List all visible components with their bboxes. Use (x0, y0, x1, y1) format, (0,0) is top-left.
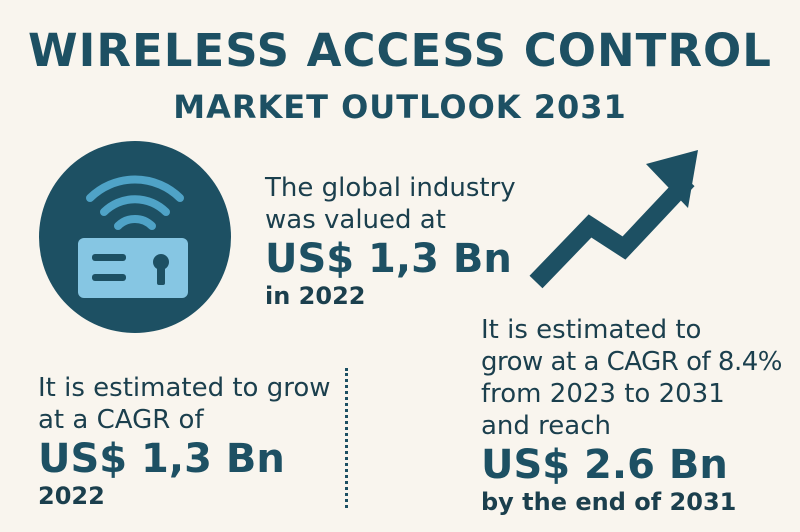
stat-growth-left-line1: It is estimated to grow (38, 373, 331, 403)
stat-valued-amount: US$ 1,3 Bn (265, 236, 512, 282)
stat-growth-right: It is estimated to grow at a CAGR of 8.4… (481, 314, 783, 516)
dotted-divider (345, 368, 348, 508)
upward-trend-arrow-icon (529, 150, 698, 289)
stat-growth-left: It is estimated to grow at a CAGR of US$… (38, 372, 331, 510)
wireless-card-icon (39, 141, 231, 333)
stat-growth-right-year: by the end of 2031 (481, 488, 737, 516)
page-subtitle: MARKET OUTLOOK 2031 (173, 88, 627, 126)
stat-growth-right-line3: from 2023 to 2031 (481, 379, 725, 409)
page-title: WIRELESS ACCESS CONTROL (28, 24, 772, 77)
stat-valued: The global industry was valued at US$ 1,… (265, 172, 516, 310)
stat-growth-left-line2: at a CAGR of (38, 405, 204, 435)
stat-valued-year: in 2022 (265, 282, 366, 310)
stat-growth-left-amount: US$ 1,3 Bn (38, 436, 285, 482)
stat-valued-line1: The global industry (265, 173, 516, 203)
stat-growth-left-year: 2022 (38, 482, 105, 510)
stat-growth-right-line2: grow at a CAGR of 8.4% (481, 347, 783, 377)
stat-growth-right-line1: It is estimated to (481, 315, 702, 345)
stat-growth-right-amount: US$ 2.6 Bn (481, 442, 728, 488)
stat-growth-right-line4: and reach (481, 411, 611, 441)
stat-valued-line2: was valued at (265, 205, 446, 235)
